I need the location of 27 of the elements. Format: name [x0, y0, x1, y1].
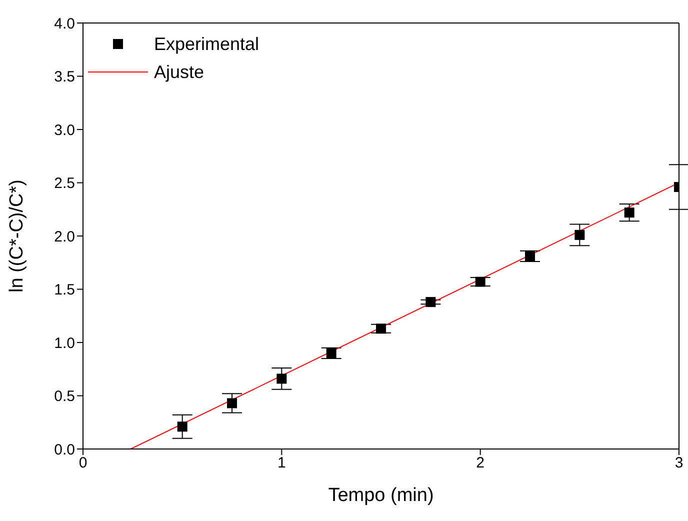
- point: [177, 422, 188, 432]
- y-tick-label: 0.0: [54, 441, 75, 458]
- x-tick-label: 0: [78, 454, 88, 472]
- x-tick-label: 2: [476, 454, 485, 472]
- point: [376, 324, 386, 334]
- point: [475, 276, 486, 287]
- point: [574, 230, 585, 240]
- y-tick-label: 2.5: [54, 175, 75, 192]
- y-tick-label: 3.0: [54, 122, 75, 139]
- y-tick-label: 3.5: [54, 68, 75, 86]
- legend-label: Ajuste: [154, 61, 204, 84]
- x-axis-title: Tempo (min): [328, 485, 434, 506]
- point: [227, 398, 237, 408]
- y-axis-title: ln ((C*-C)/C*): [6, 180, 28, 292]
- point: [426, 297, 436, 308]
- y-tick-label: 1.0: [54, 334, 75, 352]
- x-tick-label: 3: [674, 454, 684, 472]
- point: [326, 348, 336, 358]
- x-tick-label: 1: [277, 454, 286, 472]
- legend-label: Experimental: [154, 33, 260, 56]
- y-tick-label: 2.0: [54, 228, 75, 246]
- point: [276, 374, 287, 384]
- point: [624, 208, 634, 218]
- y-tick-label: 0.5: [54, 388, 75, 406]
- y-tick-label: 1.5: [54, 282, 75, 299]
- point: [525, 251, 535, 262]
- y-tick-label: 4.0: [54, 15, 75, 32]
